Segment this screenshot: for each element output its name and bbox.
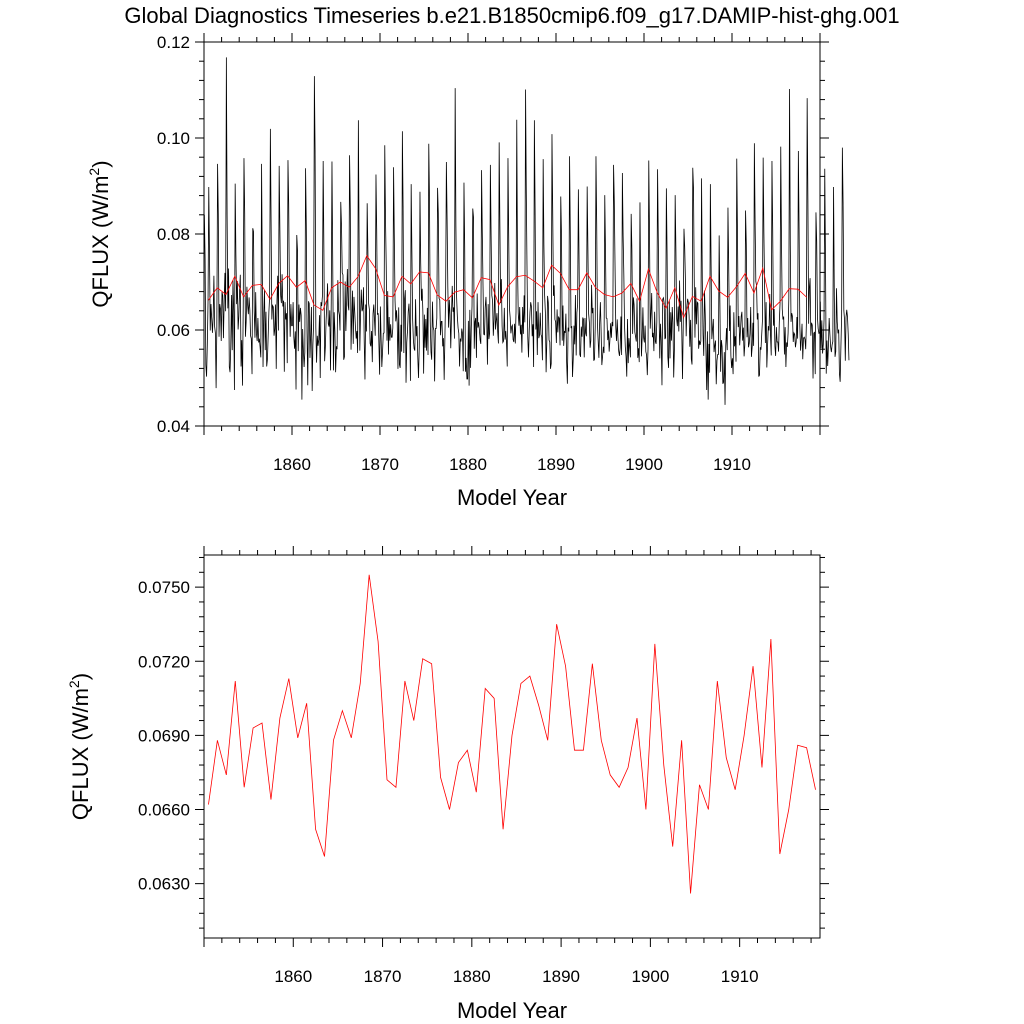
x-tick-label: 1890 [542,967,580,986]
x-tick-label: 1880 [449,455,487,474]
y-axis-label-superscript: 2 [86,168,102,176]
y-axis-label-superscript: 2 [66,680,82,688]
annual-series-line [208,574,816,894]
y-tick-label: 0.0720 [138,652,190,671]
x-tick-label: 1880 [453,967,491,986]
y-tick-label: 0.12 [157,33,190,52]
x-tick-label: 1910 [721,967,759,986]
y-tick-label: 0.08 [157,225,190,244]
x-tick-label: 1910 [713,455,751,474]
y-axis-label: QFLUX (W/m2) [86,160,113,307]
y-tick-label: 0.06 [157,321,190,340]
y-tick-label: 0.0750 [138,578,190,597]
y-axis-label: QFLUX (W/m2) [66,673,93,820]
bottom-annual-panel: 1860 1870 1880 1890 1900 1910 0.0630 0.0660 0.06… [66,546,829,1023]
y-tick-label: 0.0630 [138,875,190,894]
y-axis-label-tail: ) [68,673,93,680]
x-tick-label: 1890 [537,455,575,474]
y-axis-label-main: QFLUX (W/m [88,176,113,308]
x-axis-label: Model Year [457,998,567,1023]
plot-frame [203,554,821,939]
x-tick-label: 1900 [631,967,669,986]
x-tick-label: 1860 [273,455,311,474]
x-tick-label: 1870 [361,455,399,474]
top-timeseries-panel: 1860 1870 1880 1890 1900 1910 0.04 0.06 0.08 0.10… [86,33,850,510]
y-tick-label: 0.04 [157,417,190,436]
y-axis-label-main: QFLUX (W/m [68,688,93,820]
annual-series-line [208,254,808,319]
figure-title: Global Diagnostics Timeseries b.e21.B185… [124,3,899,28]
y-tick-label: 0.0690 [138,726,190,745]
x-tick-label: 1860 [274,967,312,986]
y-tick-label: 0.0660 [138,801,190,820]
y-axis-label-tail: ) [88,160,113,167]
monthly-series-line [203,57,850,405]
y-tick-label: 0.10 [157,129,190,148]
x-tick-label: 1870 [364,967,402,986]
x-tick-label: 1900 [625,455,663,474]
x-axis-label: Model Year [457,485,567,510]
